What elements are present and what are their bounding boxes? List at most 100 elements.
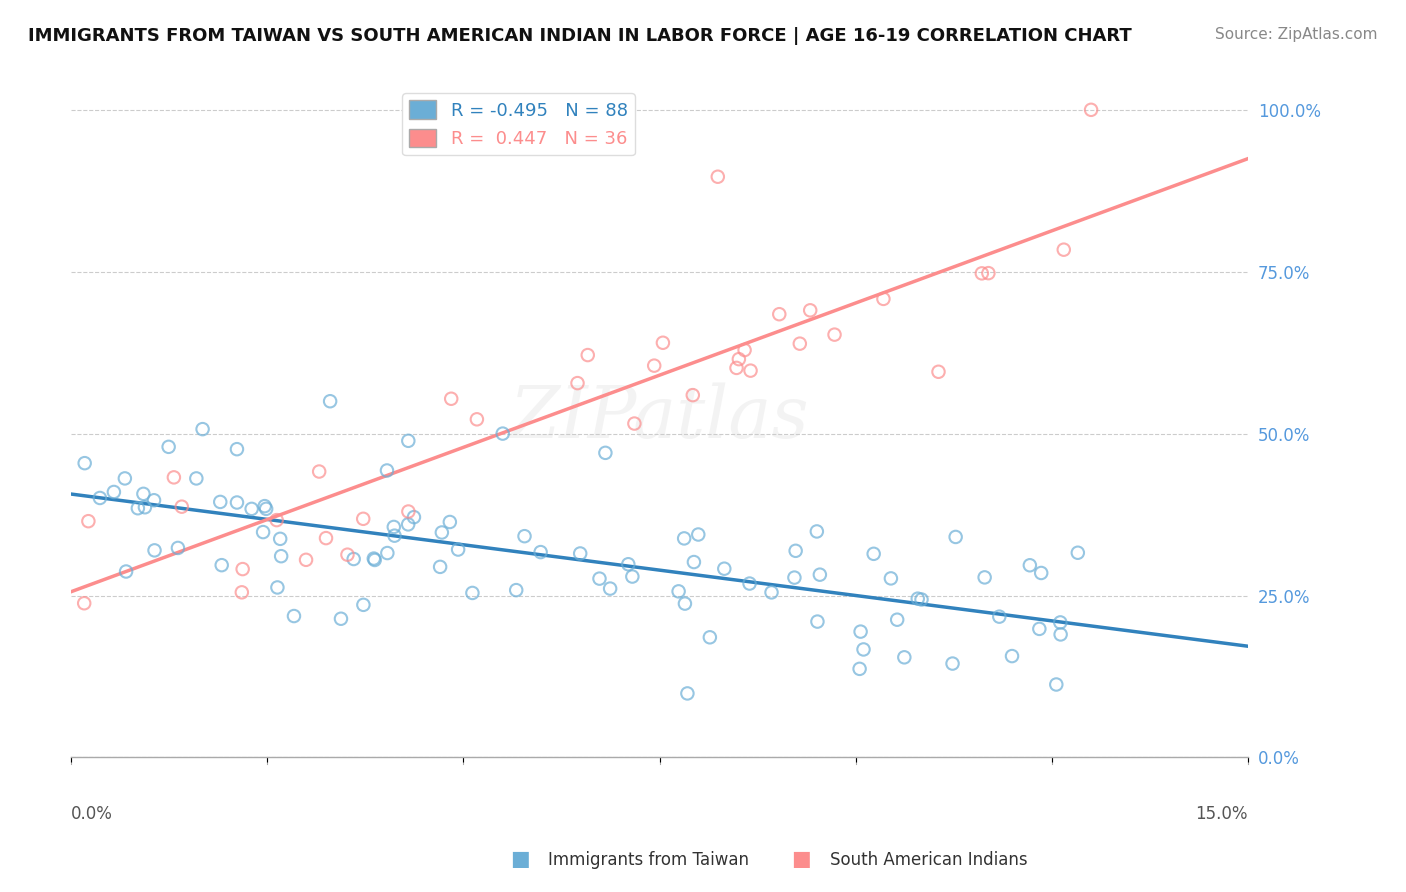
Point: [707, 169, 730, 184]
Point: [465, 412, 488, 426]
Point: [211, 558, 233, 573]
Point: [880, 571, 903, 585]
Point: [89, 491, 111, 505]
Point: [682, 388, 704, 402]
Point: [343, 552, 366, 566]
Point: [209, 495, 232, 509]
Point: [439, 515, 461, 529]
Point: [77, 514, 100, 528]
Point: [461, 586, 484, 600]
Point: [396, 504, 419, 518]
Text: South American Indians: South American Indians: [830, 851, 1028, 869]
Point: [231, 585, 253, 599]
Point: [768, 307, 790, 321]
Point: [283, 609, 305, 624]
Point: [319, 394, 342, 409]
Point: [375, 463, 398, 477]
Point: [1067, 546, 1090, 560]
Point: [308, 465, 330, 479]
Point: [1053, 243, 1076, 257]
Point: [673, 597, 696, 611]
Point: [143, 543, 166, 558]
Point: [447, 542, 470, 557]
Point: [668, 584, 690, 599]
Point: [1045, 677, 1067, 691]
Point: [623, 417, 645, 431]
Point: [683, 555, 706, 569]
Point: [785, 543, 807, 558]
Point: [440, 392, 463, 406]
Point: [363, 551, 385, 566]
Point: [402, 510, 425, 524]
Text: 15.0%: 15.0%: [1195, 805, 1249, 823]
Text: Immigrants from Taiwan: Immigrants from Taiwan: [548, 851, 749, 869]
Point: [226, 495, 249, 509]
Point: [352, 598, 374, 612]
Point: [699, 630, 721, 644]
Point: [970, 266, 993, 280]
Point: [240, 501, 263, 516]
Point: [114, 471, 136, 485]
Point: [945, 530, 967, 544]
Point: [588, 572, 610, 586]
Point: [824, 327, 846, 342]
Point: [364, 553, 387, 567]
Point: [1028, 622, 1050, 636]
Point: [569, 546, 592, 560]
Point: [734, 343, 756, 357]
Point: [430, 525, 453, 540]
Point: [157, 440, 180, 454]
Text: ZIPatlas: ZIPatlas: [510, 382, 810, 452]
Point: [806, 524, 828, 539]
Point: [761, 585, 783, 599]
Point: [315, 531, 337, 545]
Point: [396, 434, 419, 448]
Text: Source: ZipAtlas.com: Source: ZipAtlas.com: [1215, 27, 1378, 42]
Point: [103, 485, 125, 500]
Point: [492, 426, 515, 441]
Point: [617, 558, 640, 572]
Point: [115, 565, 138, 579]
Point: [783, 571, 806, 585]
Point: [143, 493, 166, 508]
Point: [191, 422, 214, 436]
Point: [852, 642, 875, 657]
Point: [132, 487, 155, 501]
Point: [330, 612, 353, 626]
Point: [505, 583, 527, 598]
Point: [382, 520, 405, 534]
Point: [907, 591, 929, 606]
Point: [941, 657, 963, 671]
Point: [270, 549, 292, 564]
Point: [576, 348, 599, 362]
Text: 0.0%: 0.0%: [72, 805, 112, 823]
Point: [73, 596, 96, 610]
Point: [740, 364, 762, 378]
Point: [595, 446, 617, 460]
Point: [429, 560, 451, 574]
Point: [738, 576, 761, 591]
Point: [676, 686, 699, 700]
Point: [232, 562, 254, 576]
Point: [688, 527, 710, 541]
Point: [336, 548, 359, 562]
Point: [1049, 615, 1071, 630]
Point: [186, 471, 208, 485]
Point: [266, 581, 288, 595]
Text: ■: ■: [510, 849, 530, 869]
Point: [530, 545, 553, 559]
Point: [728, 352, 751, 367]
Point: [799, 303, 821, 318]
Point: [226, 442, 249, 457]
Point: [352, 512, 374, 526]
Point: [1080, 103, 1102, 117]
Point: [375, 546, 398, 560]
Legend: R = -0.495   N = 88, R =  0.447   N = 36: R = -0.495 N = 88, R = 0.447 N = 36: [402, 94, 636, 155]
Point: [886, 613, 908, 627]
Point: [808, 567, 831, 582]
Point: [167, 541, 190, 555]
Point: [1018, 558, 1040, 573]
Point: [973, 570, 995, 584]
Point: [849, 624, 872, 639]
Point: [252, 525, 274, 540]
